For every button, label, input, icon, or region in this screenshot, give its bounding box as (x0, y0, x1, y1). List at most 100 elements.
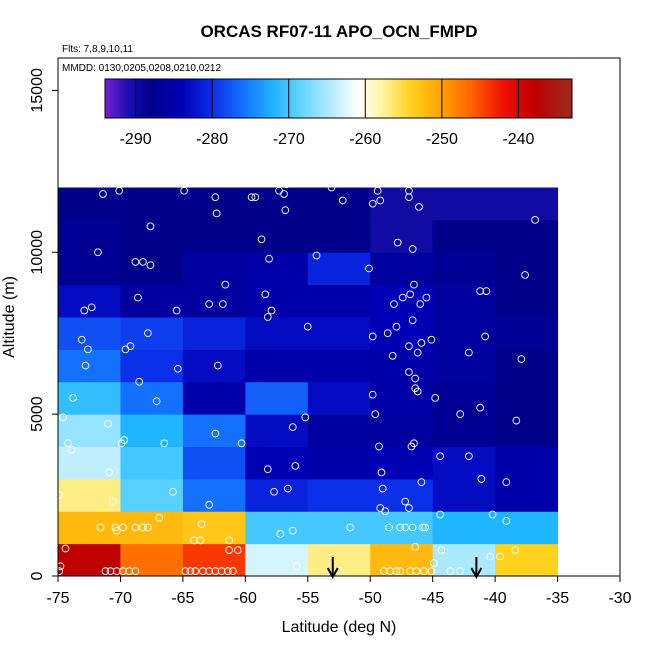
heatmap-cell (495, 414, 559, 447)
data-point (146, 222, 155, 231)
data-point (115, 186, 124, 195)
data-point (265, 254, 273, 263)
heatmap-cell (120, 187, 184, 221)
data-point (456, 410, 464, 418)
data-point (139, 523, 147, 532)
data-point (383, 329, 392, 338)
data-point (99, 190, 107, 198)
y-axis: 0 5000 10000 15000 (29, 68, 58, 580)
heatmap-cell (307, 414, 371, 447)
heatmap-cell (245, 414, 309, 447)
data-point (512, 416, 521, 425)
data-point (405, 368, 413, 376)
heatmap-cell (182, 219, 246, 253)
heatmap-cell (307, 317, 371, 350)
data-point (410, 280, 418, 289)
data-point (247, 193, 256, 202)
colorbar-tick-label: -280 (196, 131, 228, 148)
data-point (481, 332, 489, 341)
latitude-arrows (326, 557, 483, 580)
heatmap-cell (495, 543, 559, 577)
data-point (417, 339, 426, 347)
data-point (288, 526, 297, 535)
heatmap-cell (432, 187, 496, 221)
heatmap-cell (245, 381, 309, 415)
data-point (303, 322, 312, 331)
heatmap-cell (182, 446, 246, 480)
data-point (380, 567, 388, 575)
data-point (155, 513, 164, 522)
data-point (169, 487, 177, 496)
data-point (388, 352, 397, 360)
data-point (413, 348, 422, 357)
data-point (301, 413, 310, 422)
data-point (346, 523, 355, 532)
heatmap-cell (120, 219, 184, 253)
data-point (413, 387, 422, 396)
heatmap-cell (495, 219, 559, 253)
data-point (420, 567, 428, 575)
data-point (521, 271, 529, 279)
observation-points (58, 180, 539, 575)
data-point (488, 510, 497, 519)
data-point (111, 523, 120, 532)
data-point (58, 562, 65, 571)
data-point (225, 546, 233, 554)
data-point (365, 264, 373, 273)
heatmap-cell (120, 349, 184, 383)
data-point (225, 536, 233, 545)
heatmap-cell (120, 317, 184, 350)
data-point (446, 567, 455, 575)
heatmap-cell (120, 511, 184, 545)
x-tick-label: -65 (171, 590, 194, 607)
colorbar-gradient (104, 78, 573, 119)
heatmap-cell (58, 349, 121, 383)
data-point (233, 546, 242, 554)
heatmap-cell (370, 446, 434, 480)
data-point (67, 445, 76, 454)
data-point (211, 567, 220, 575)
data-point (517, 355, 526, 363)
data-point (237, 439, 246, 448)
data-point (368, 199, 377, 208)
data-point (276, 530, 285, 538)
heatmap-cell (245, 478, 309, 512)
heatmap-cell (370, 349, 434, 383)
data-point (381, 507, 390, 516)
x-tick-label: -45 (421, 590, 444, 607)
data-point (417, 478, 426, 486)
data-point (119, 523, 127, 532)
heatmap-cell (58, 446, 121, 480)
data-point (405, 342, 413, 350)
data-point (368, 332, 377, 341)
data-point (502, 478, 511, 486)
data-point (392, 567, 401, 575)
x-tick-label: -30 (608, 590, 631, 607)
heatmap-cell (495, 478, 559, 512)
heatmap-cell (58, 317, 121, 350)
heatmap-cell (182, 317, 246, 350)
data-point (385, 523, 393, 532)
heatmap-cell (432, 543, 496, 577)
data-point (401, 497, 410, 506)
data-point (411, 374, 420, 383)
y-tick-label: 0 (29, 571, 46, 580)
heatmap-cell (307, 284, 371, 318)
data-point (415, 203, 423, 211)
data-point (427, 567, 436, 575)
data-point (327, 183, 336, 192)
heatmap-cell (432, 219, 496, 253)
heatmap-cell (495, 284, 559, 318)
heatmap-cell (245, 252, 309, 286)
heatmap-cell (58, 252, 121, 286)
heatmap-cell (120, 543, 184, 577)
data-point (288, 423, 297, 431)
data-point (411, 543, 420, 551)
x-tick-label: -40 (484, 590, 507, 607)
heatmap-cell (182, 511, 246, 545)
heatmap-cell (58, 219, 121, 253)
data-point (408, 245, 417, 253)
heatmap-cell (307, 187, 371, 221)
heatmap-cell (245, 317, 309, 350)
heatmap-cell (245, 543, 309, 577)
